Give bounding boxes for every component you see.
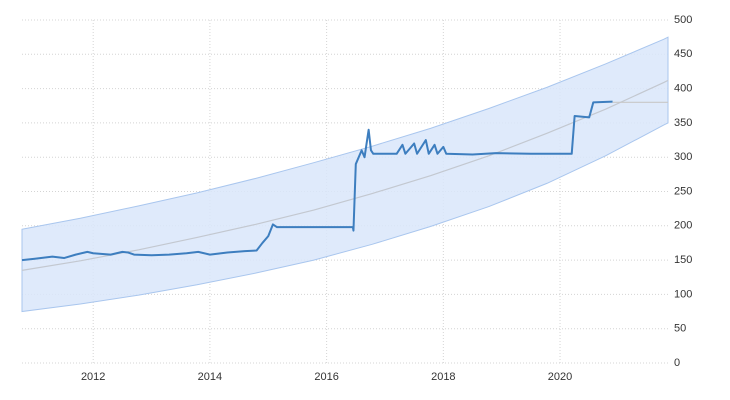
y-tick-label: 500: [674, 14, 692, 26]
y-tick-label: 450: [674, 48, 692, 60]
y-tick-label: 250: [674, 185, 692, 197]
x-tick-label: 2018: [431, 371, 455, 383]
y-tick-label: 0: [674, 357, 680, 369]
x-tick-label: 2016: [314, 371, 338, 383]
y-tick-label: 50: [674, 323, 686, 335]
y-tick-label: 350: [674, 117, 692, 129]
x-tick-label: 2014: [198, 371, 222, 383]
y-tick-label: 100: [674, 288, 692, 300]
x-tick-label: 2020: [548, 371, 572, 383]
data-line: [21, 100, 613, 262]
data-line: [21, 79, 669, 271]
y-tick-label: 150: [674, 254, 692, 266]
forecast-band: [21, 36, 669, 313]
y-tick-label: 400: [674, 83, 692, 95]
y-tick-label: 300: [674, 151, 692, 163]
x-tick-label: 2012: [81, 371, 105, 383]
y-tick-label: 200: [674, 220, 692, 232]
